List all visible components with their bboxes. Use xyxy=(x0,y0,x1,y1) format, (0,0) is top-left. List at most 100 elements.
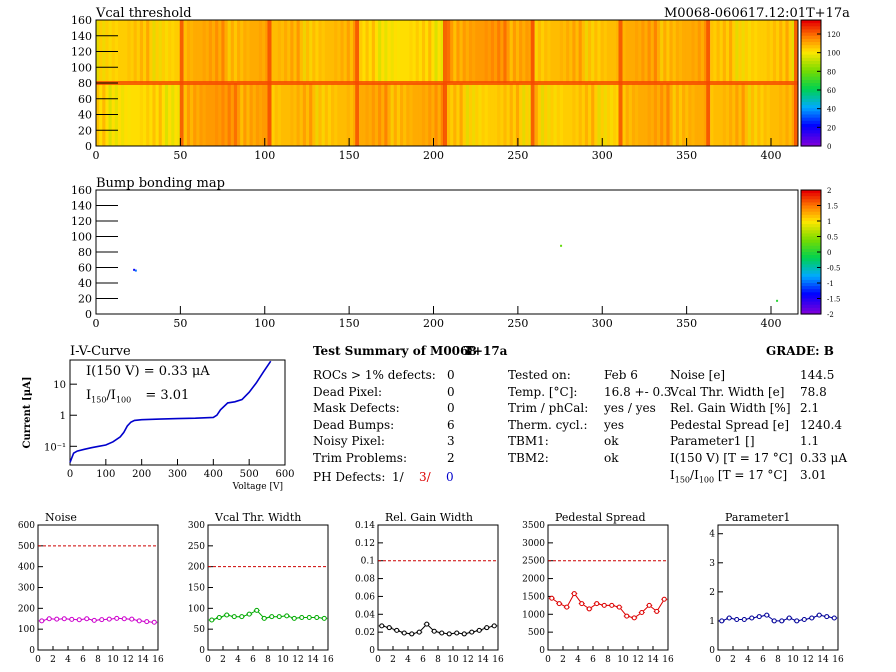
ratio-row-i: I xyxy=(670,468,675,482)
small-plot-x-tick-label: 2 xyxy=(220,655,226,665)
small-plot-point xyxy=(84,616,90,622)
y-tick-label: 160 xyxy=(71,14,92,27)
roc-stripe xyxy=(522,20,526,83)
colorbar-step xyxy=(801,98,821,103)
summary-condition-label: TBM2: xyxy=(508,450,549,465)
small-plot-y-tick-label: 3 xyxy=(709,559,715,569)
small-plot-point xyxy=(284,613,290,619)
summary-title: Test Summary of M0068 xyxy=(313,344,477,358)
ratio-row-value: 3.01 xyxy=(800,468,827,482)
roc-stripe xyxy=(121,83,125,146)
colorbar-step xyxy=(801,208,821,213)
small-plot-y-tick-label: 500 xyxy=(528,628,545,638)
small-plot-point xyxy=(99,617,105,623)
roc-stripe xyxy=(553,83,557,146)
small-plot-point xyxy=(254,607,260,613)
x-tick-label: 200 xyxy=(423,149,444,162)
roc-stripe xyxy=(559,83,563,146)
roc-stripe xyxy=(766,20,770,83)
colorbar-step xyxy=(801,273,821,278)
summary-condition-label: Trim / phCal: xyxy=(508,401,589,415)
roc-stripe xyxy=(233,20,238,83)
small-plot-point xyxy=(601,602,607,608)
summary-defect-value: 3 xyxy=(447,434,455,448)
roc-stripe xyxy=(453,20,457,83)
roc-stripe xyxy=(729,20,733,83)
summary-condition-value: ok xyxy=(604,434,619,448)
roc-stripe xyxy=(378,83,382,146)
roc-stripe xyxy=(309,83,313,146)
roc-stripe xyxy=(566,83,570,146)
summary-condition-label: Temp. [°C]: xyxy=(508,384,578,399)
roc-stripe xyxy=(409,83,413,146)
roc-stripe xyxy=(515,20,520,83)
small-plot-y-tick-label: 0.04 xyxy=(355,610,375,620)
colorbar-step xyxy=(801,252,821,256)
iv-y-tick-label: 10 xyxy=(53,380,66,391)
small-plot-x-tick-label: 6 xyxy=(250,655,256,665)
small-plot-y-tick-label: 1 xyxy=(709,617,715,627)
colorbar-step xyxy=(801,307,821,312)
roc-stripe xyxy=(284,20,288,83)
summary-result-value: 78.8 xyxy=(800,384,827,399)
small-plot-point xyxy=(224,612,230,618)
bump-defect-pixel xyxy=(134,269,137,272)
roc-stripe xyxy=(183,83,187,146)
roc-stripe xyxy=(403,20,407,83)
roc-stripe xyxy=(785,20,789,83)
colorbar-step xyxy=(801,286,821,290)
small-plot-x-tick-label: 2 xyxy=(390,655,396,665)
small-plot-title: Noise xyxy=(45,511,77,524)
roc-stripe xyxy=(578,20,582,83)
vcal-map-cells xyxy=(96,20,798,146)
colorbar-step xyxy=(801,190,821,194)
small-plot-point xyxy=(431,628,437,634)
small-plot-y-tick-label: 2000 xyxy=(522,575,545,585)
roc-stripe xyxy=(484,83,488,146)
roc-stripe xyxy=(653,20,657,83)
roc-stripe xyxy=(747,83,751,146)
roc-stripe xyxy=(371,83,375,146)
summary-defect-label: Trim Problems: xyxy=(313,450,408,465)
roc-stripe xyxy=(616,20,620,83)
roc-stripe xyxy=(284,83,288,146)
roc-stripe xyxy=(208,83,212,146)
roc-stripe xyxy=(503,20,507,83)
small-plot-point xyxy=(631,615,637,621)
roc-stripe xyxy=(459,83,463,146)
roc-stripe xyxy=(403,83,407,146)
ratio-row-label: I150/I100 [T = 17 °C] xyxy=(670,468,787,484)
roc-stripe xyxy=(691,83,695,146)
colorbar-step xyxy=(801,261,821,265)
roc-stripe xyxy=(196,83,200,146)
roc-stripe xyxy=(478,20,482,83)
roc-stripe xyxy=(296,83,300,146)
colorbar-step xyxy=(801,279,821,284)
small-plot-x-tick-label: 0 xyxy=(35,655,41,665)
roc-stripe xyxy=(534,83,538,146)
small-plot-point xyxy=(299,615,305,620)
colorbar-tick-label: -1.5 xyxy=(827,296,841,304)
roc-stripe xyxy=(171,20,175,83)
colorbar-step xyxy=(801,35,821,40)
colorbar-step xyxy=(801,76,821,81)
colorbar-step xyxy=(801,136,821,141)
small-plot-x-tick-label: 0 xyxy=(545,655,551,665)
roc-stripe xyxy=(384,83,388,146)
roc-stripe xyxy=(541,20,545,83)
summary-defect-label: Dead Pixel: xyxy=(313,384,383,399)
roc-stripe xyxy=(421,83,426,146)
colorbar: 2 1.5 1 0.5 0 -0.5 -1 -1.5 -2 xyxy=(800,187,841,319)
colorbar-step xyxy=(801,45,821,49)
small-plot-point xyxy=(719,618,725,624)
roc-stripe xyxy=(710,83,714,146)
small-plot-point xyxy=(136,618,142,624)
colorbar-tick-label: 1.5 xyxy=(827,203,838,211)
iv-i150-text: I(150 V) = 0.33 μA xyxy=(86,364,210,379)
small-plot-point xyxy=(269,614,275,620)
small-plot-point xyxy=(76,617,82,623)
y-tick-label: 100 xyxy=(71,61,92,74)
roc-stripe xyxy=(528,83,532,146)
roc-stripe xyxy=(703,20,708,83)
roc-stripe xyxy=(290,83,294,146)
